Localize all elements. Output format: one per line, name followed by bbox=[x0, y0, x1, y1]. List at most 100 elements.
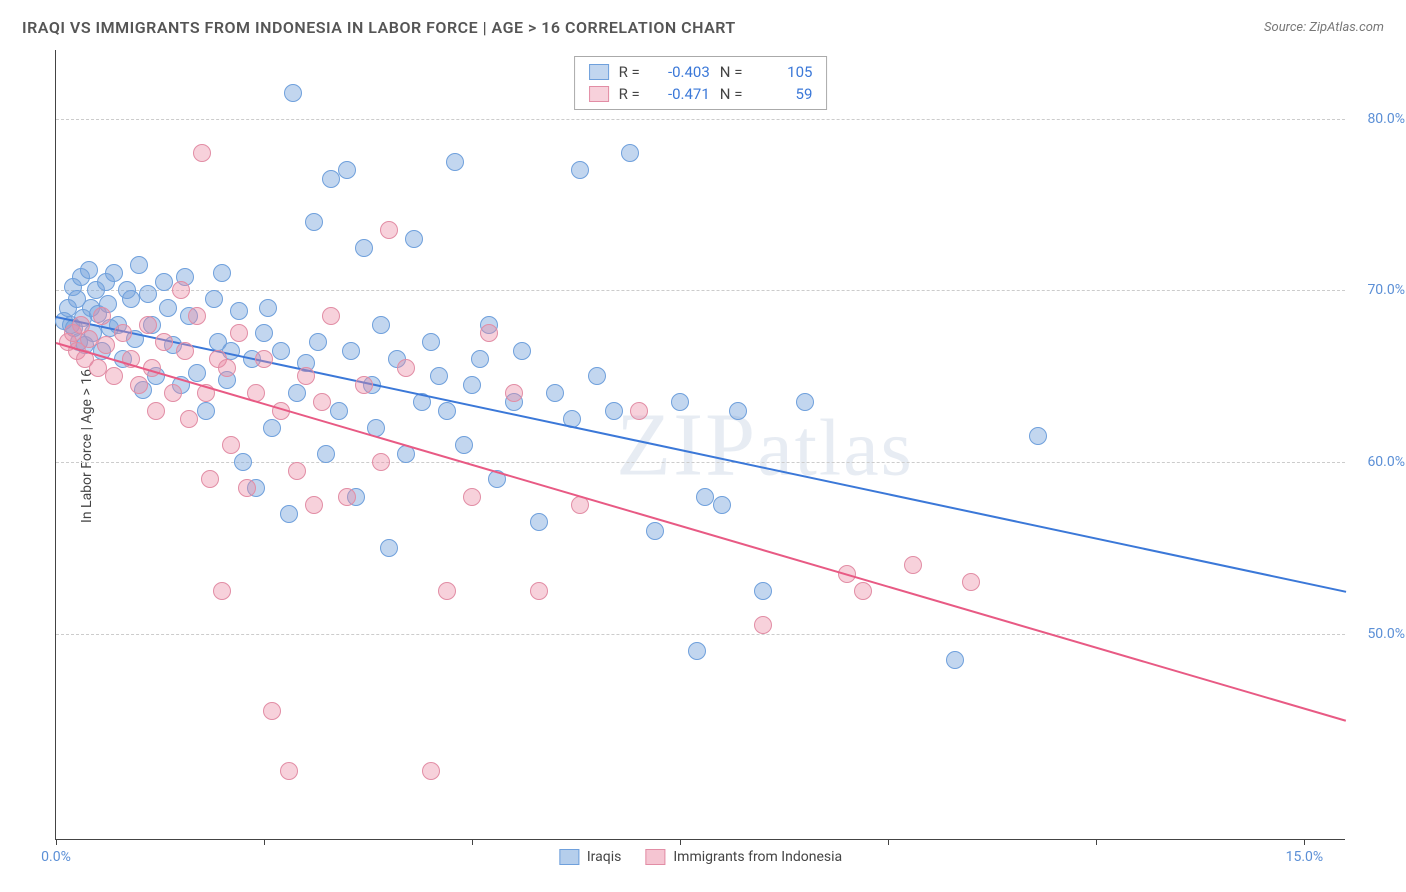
data-point-indonesia bbox=[630, 402, 648, 420]
chart-title: IRAQI VS IMMIGRANTS FROM INDONESIA IN LA… bbox=[22, 18, 736, 37]
x-tick bbox=[680, 839, 681, 845]
data-point-indonesia bbox=[505, 384, 523, 402]
data-point-iraqis bbox=[438, 402, 456, 420]
y-tick-label: 50.0% bbox=[1367, 626, 1405, 642]
data-point-iraqis bbox=[288, 384, 306, 402]
n-value-iraqis: 105 bbox=[752, 63, 812, 81]
gridline-h bbox=[56, 634, 1345, 635]
data-point-indonesia bbox=[355, 376, 373, 394]
x-tick bbox=[1096, 839, 1097, 845]
r-label: R = bbox=[619, 63, 640, 81]
data-point-indonesia bbox=[176, 342, 194, 360]
data-point-iraqis bbox=[213, 264, 231, 282]
data-point-iraqis bbox=[621, 144, 639, 162]
data-point-indonesia bbox=[164, 384, 182, 402]
y-tick-label: 70.0% bbox=[1367, 282, 1405, 298]
data-point-iraqis bbox=[159, 299, 177, 317]
data-point-iraqis bbox=[355, 239, 373, 257]
x-tick-label: 0.0% bbox=[41, 849, 71, 865]
data-point-iraqis bbox=[446, 153, 464, 171]
data-point-indonesia bbox=[188, 307, 206, 325]
x-tick bbox=[56, 839, 57, 845]
data-point-indonesia bbox=[904, 556, 922, 574]
y-tick-label: 80.0% bbox=[1367, 111, 1405, 127]
x-tick bbox=[472, 839, 473, 845]
r-label: R = bbox=[619, 85, 640, 103]
data-point-indonesia bbox=[180, 410, 198, 428]
data-point-indonesia bbox=[218, 359, 236, 377]
data-point-indonesia bbox=[89, 359, 107, 377]
data-point-iraqis bbox=[405, 230, 423, 248]
data-point-indonesia bbox=[213, 582, 231, 600]
data-point-indonesia bbox=[380, 221, 398, 239]
chart-header: IRAQI VS IMMIGRANTS FROM INDONESIA IN LA… bbox=[22, 18, 1384, 37]
data-point-iraqis bbox=[130, 256, 148, 274]
data-point-indonesia bbox=[962, 573, 980, 591]
data-point-indonesia bbox=[854, 582, 872, 600]
data-point-indonesia bbox=[230, 324, 248, 342]
legend-item-indonesia: Immigrants from Indonesia bbox=[645, 849, 842, 865]
r-value-indonesia: -0.471 bbox=[650, 85, 710, 103]
x-tick bbox=[888, 839, 889, 845]
data-point-iraqis bbox=[380, 539, 398, 557]
data-point-indonesia bbox=[93, 307, 111, 325]
data-point-iraqis bbox=[463, 376, 481, 394]
data-point-iraqis bbox=[946, 651, 964, 669]
data-point-indonesia bbox=[480, 324, 498, 342]
data-point-indonesia bbox=[139, 316, 157, 334]
data-point-iraqis bbox=[305, 213, 323, 231]
data-point-iraqis bbox=[280, 505, 298, 523]
data-point-iraqis bbox=[605, 402, 623, 420]
data-point-indonesia bbox=[155, 333, 173, 351]
data-point-indonesia bbox=[372, 453, 390, 471]
data-point-iraqis bbox=[309, 333, 327, 351]
data-point-indonesia bbox=[297, 367, 315, 385]
data-point-indonesia bbox=[322, 307, 340, 325]
r-value-iraqis: -0.403 bbox=[650, 63, 710, 81]
data-point-iraqis bbox=[342, 342, 360, 360]
gridline-h bbox=[56, 119, 1345, 120]
correlation-row-indonesia: R = -0.471 N = 59 bbox=[589, 83, 813, 105]
chart-source: Source: ZipAtlas.com bbox=[1264, 20, 1384, 35]
data-point-indonesia bbox=[530, 582, 548, 600]
data-point-iraqis bbox=[230, 302, 248, 320]
legend-item-iraqis: Iraqis bbox=[559, 849, 621, 865]
data-point-iraqis bbox=[284, 84, 302, 102]
data-point-indonesia bbox=[305, 496, 323, 514]
x-tick bbox=[264, 839, 265, 845]
data-point-indonesia bbox=[288, 462, 306, 480]
data-point-iraqis bbox=[696, 488, 714, 506]
data-point-indonesia bbox=[201, 470, 219, 488]
data-point-indonesia bbox=[754, 616, 772, 634]
data-point-indonesia bbox=[313, 393, 331, 411]
y-tick-label: 60.0% bbox=[1367, 454, 1405, 470]
data-point-iraqis bbox=[139, 285, 157, 303]
swatch-indonesia bbox=[589, 86, 609, 102]
trend-line-indonesia bbox=[56, 342, 1347, 722]
series-legend: Iraqis Immigrants from Indonesia bbox=[559, 849, 842, 865]
data-point-indonesia bbox=[338, 488, 356, 506]
data-point-indonesia bbox=[438, 582, 456, 600]
data-point-indonesia bbox=[397, 359, 415, 377]
data-point-indonesia bbox=[105, 367, 123, 385]
data-point-iraqis bbox=[122, 290, 140, 308]
data-point-iraqis bbox=[234, 453, 252, 471]
data-point-iraqis bbox=[322, 170, 340, 188]
data-point-indonesia bbox=[263, 702, 281, 720]
x-tick-label: 15.0% bbox=[1286, 849, 1324, 865]
data-point-iraqis bbox=[671, 393, 689, 411]
data-point-iraqis bbox=[729, 402, 747, 420]
data-point-iraqis bbox=[197, 402, 215, 420]
scatter-plot: ZIPatlas R = -0.403 N = 105 R = -0.471 N… bbox=[55, 50, 1345, 840]
x-tick bbox=[1304, 839, 1305, 845]
data-point-iraqis bbox=[530, 513, 548, 531]
data-point-iraqis bbox=[263, 419, 281, 437]
data-point-iraqis bbox=[422, 333, 440, 351]
data-point-iraqis bbox=[255, 324, 273, 342]
data-point-iraqis bbox=[588, 367, 606, 385]
data-point-indonesia bbox=[422, 762, 440, 780]
data-point-indonesia bbox=[147, 402, 165, 420]
data-point-iraqis bbox=[105, 264, 123, 282]
gridline-h bbox=[56, 290, 1345, 291]
data-point-iraqis bbox=[272, 342, 290, 360]
